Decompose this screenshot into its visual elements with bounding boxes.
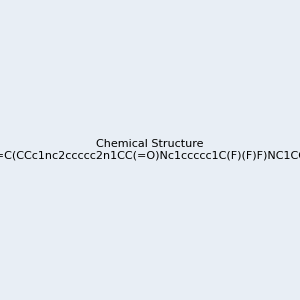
Text: Chemical Structure
O=C(CCc1nc2ccccc2n1CC(=O)Nc1ccccc1C(F)(F)F)NC1CC1: Chemical Structure O=C(CCc1nc2ccccc2n1CC… xyxy=(0,139,300,161)
